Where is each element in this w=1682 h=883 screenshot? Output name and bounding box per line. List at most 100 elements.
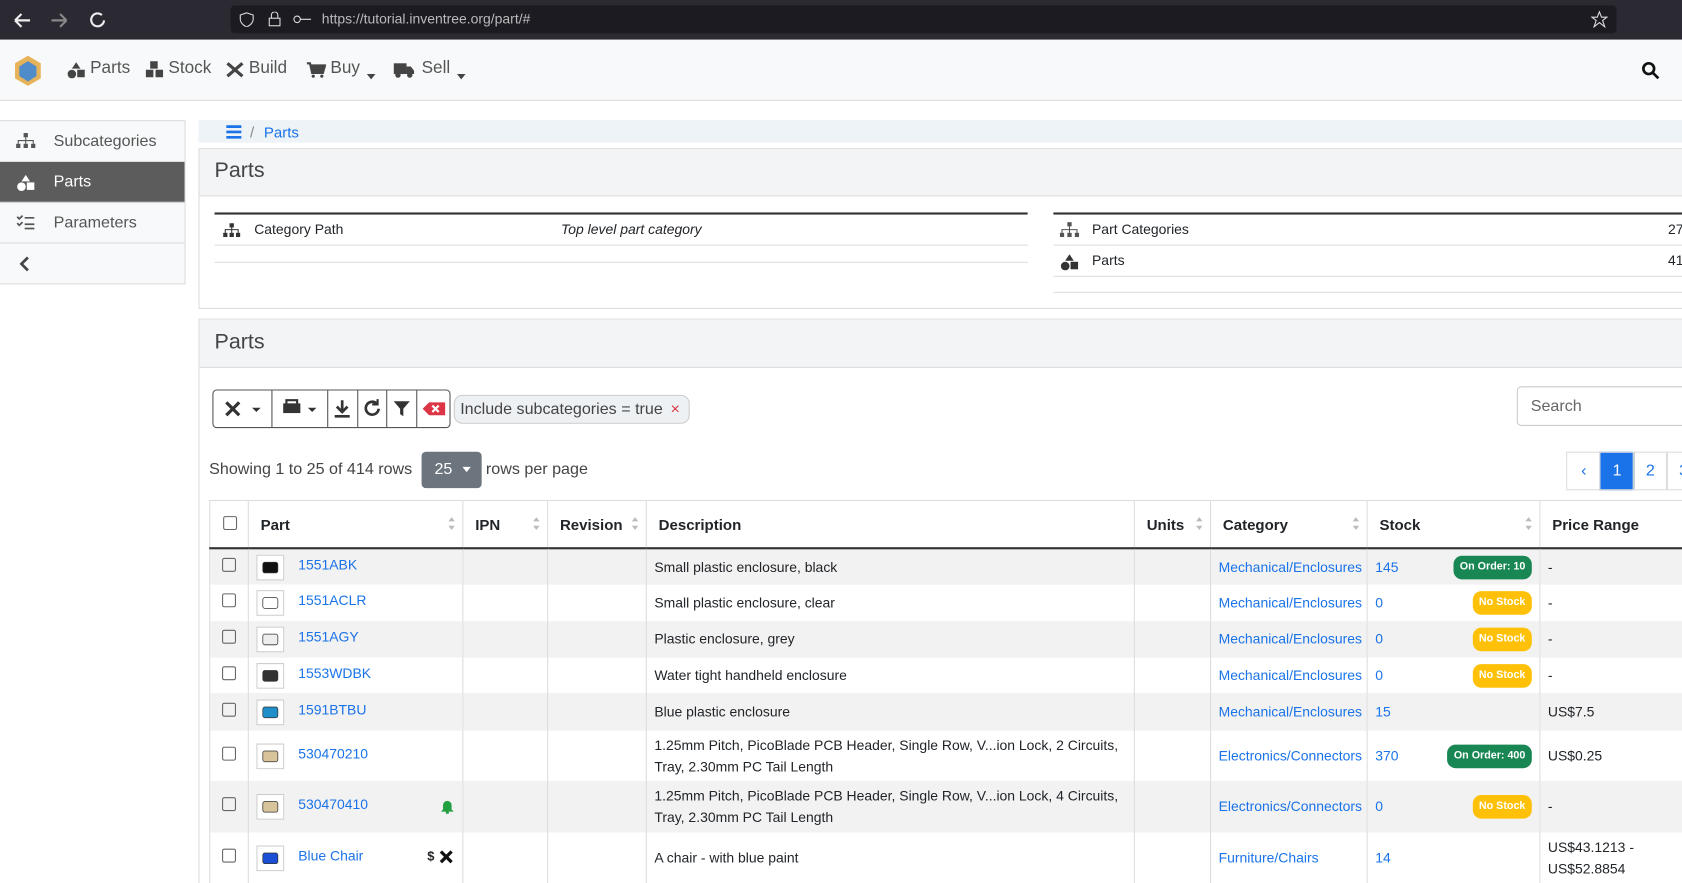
row-checkbox[interactable] bbox=[222, 746, 236, 761]
refresh-button[interactable] bbox=[358, 390, 388, 428]
stock-link[interactable]: 0 bbox=[1375, 594, 1383, 611]
stock-link[interactable]: 14 bbox=[1375, 849, 1391, 866]
category-link[interactable]: Electronics/Connectors bbox=[1218, 747, 1362, 764]
stock-badge: On Order: 400 bbox=[1447, 744, 1532, 768]
print-button[interactable] bbox=[272, 390, 329, 428]
menu-icon[interactable] bbox=[225, 124, 242, 139]
stock-link[interactable]: 370 bbox=[1375, 747, 1399, 764]
url-bar[interactable]: https://tutorial.inventree.org/part/# bbox=[230, 5, 1617, 34]
sidebar-collapse[interactable] bbox=[0, 244, 185, 284]
column-header[interactable]: Price Range bbox=[1539, 499, 1682, 550]
options-button[interactable] bbox=[213, 390, 273, 428]
download-button[interactable] bbox=[328, 390, 359, 428]
price-cell: - bbox=[1539, 781, 1682, 833]
bookmark-star[interactable] bbox=[1590, 10, 1608, 28]
stock-badge: No Stock bbox=[1472, 627, 1532, 652]
part-link[interactable]: 530470410 bbox=[298, 796, 369, 813]
search-box[interactable]: Search bbox=[1516, 386, 1682, 426]
select-cell[interactable] bbox=[209, 584, 249, 622]
part-cell: 530470210 bbox=[247, 730, 463, 782]
row-checkbox[interactable] bbox=[222, 702, 236, 717]
part-link[interactable]: 530470210 bbox=[298, 745, 369, 762]
stock-link[interactable]: 0 bbox=[1375, 798, 1383, 815]
stock-cell: 15 bbox=[1366, 693, 1540, 731]
category-link[interactable]: Mechanical/Enclosures bbox=[1218, 558, 1362, 575]
stock-link[interactable]: 0 bbox=[1375, 666, 1383, 683]
page-button[interactable]: 3 bbox=[1665, 451, 1682, 491]
select-cell[interactable] bbox=[209, 730, 249, 782]
category-path-row: Category Path Top level part category bbox=[214, 215, 1028, 246]
category-link[interactable]: Mechanical/Enclosures bbox=[1218, 630, 1362, 647]
column-header[interactable]: Part bbox=[247, 499, 463, 550]
select-all[interactable] bbox=[209, 499, 249, 550]
filter-chip[interactable]: Include subcategories = true × bbox=[453, 394, 690, 424]
sidebar-item[interactable]: Parameters bbox=[0, 203, 185, 244]
row-checkbox[interactable] bbox=[222, 848, 236, 863]
column-header[interactable]: Revision bbox=[547, 499, 647, 550]
sidebar-icon bbox=[16, 174, 35, 191]
row-checkbox[interactable] bbox=[222, 557, 236, 572]
part-cell: 530470410 bbox=[247, 781, 463, 833]
select-cell[interactable] bbox=[209, 657, 249, 694]
stat-icon bbox=[1059, 222, 1080, 238]
sidebar-item[interactable]: Parts bbox=[0, 162, 185, 203]
nav-item[interactable]: Build bbox=[225, 59, 287, 78]
nav-item[interactable]: Sell bbox=[393, 59, 466, 80]
filter-button[interactable] bbox=[387, 390, 418, 428]
select-cell[interactable] bbox=[209, 693, 249, 731]
row-checkbox[interactable] bbox=[222, 797, 236, 812]
page-button[interactable]: 1 bbox=[1599, 451, 1635, 491]
part-link[interactable]: 1551ABK bbox=[298, 556, 358, 573]
stock-link[interactable]: 0 bbox=[1375, 630, 1383, 647]
stock-badge: No Stock bbox=[1472, 795, 1532, 819]
part-thumbnail bbox=[256, 793, 285, 820]
sidebar-item[interactable]: Subcategories bbox=[0, 121, 185, 163]
part-link[interactable]: 1551AGY bbox=[298, 628, 359, 645]
page-button[interactable]: 2 bbox=[1632, 451, 1669, 491]
nav-label: Stock bbox=[168, 59, 212, 78]
breadcrumb-link[interactable]: Parts bbox=[263, 123, 299, 141]
path-value: Top level part category bbox=[561, 221, 702, 238]
part-link[interactable]: 1553WDBK bbox=[298, 664, 372, 681]
part-link[interactable]: Blue Chair bbox=[298, 847, 364, 864]
page-size-button[interactable]: 25 bbox=[421, 451, 482, 489]
stock-link[interactable]: 15 bbox=[1375, 703, 1391, 720]
select-cell[interactable] bbox=[209, 781, 249, 833]
column-header[interactable]: Category bbox=[1210, 499, 1368, 550]
category-link[interactable]: Mechanical/Enclosures bbox=[1218, 666, 1362, 683]
filter-remove[interactable]: × bbox=[670, 400, 680, 419]
column-header[interactable]: Description bbox=[645, 499, 1135, 550]
nav-item[interactable]: Buy bbox=[306, 59, 375, 80]
select-cell[interactable] bbox=[209, 621, 249, 658]
row-checkbox[interactable] bbox=[222, 593, 236, 608]
clear-filter-button[interactable] bbox=[417, 391, 449, 427]
row-checkbox[interactable] bbox=[222, 629, 236, 644]
select-cell[interactable] bbox=[209, 832, 249, 883]
nav-item[interactable]: Stock bbox=[145, 59, 212, 78]
page-size: 25 bbox=[434, 460, 453, 479]
search-icon[interactable] bbox=[1641, 61, 1660, 80]
nav-item[interactable]: Parts bbox=[67, 59, 130, 79]
part-link[interactable]: 1551ACLR bbox=[298, 592, 367, 609]
sidebar: Subcategories Parts Parameters bbox=[0, 120, 186, 285]
category-panel: Parts Category Path Top level part categ… bbox=[198, 148, 1682, 309]
description-cell: Small plastic enclosure, black bbox=[645, 548, 1135, 585]
category-link[interactable]: Electronics/Connectors bbox=[1218, 798, 1362, 815]
browser-controls[interactable] bbox=[13, 10, 110, 31]
column-header[interactable]: IPN bbox=[462, 499, 548, 550]
page-button[interactable]: ‹ bbox=[1566, 451, 1602, 491]
part-thumbnail bbox=[256, 590, 285, 616]
stat-row: Part Categories 27 bbox=[1053, 215, 1682, 246]
column-header[interactable]: Stock bbox=[1366, 499, 1540, 550]
category-link[interactable]: Furniture/Chairs bbox=[1218, 849, 1319, 866]
dropdown-caret bbox=[366, 67, 376, 86]
row-checkbox[interactable] bbox=[222, 665, 236, 680]
column-header[interactable]: Units bbox=[1133, 499, 1211, 550]
logo[interactable] bbox=[13, 55, 43, 87]
select-cell[interactable] bbox=[209, 548, 249, 585]
table-row: Blue Chair $ A chair - with blue paint Furn… bbox=[209, 832, 1682, 883]
part-link[interactable]: 1591BTBU bbox=[298, 701, 367, 718]
stock-link[interactable]: 145 bbox=[1375, 558, 1399, 575]
category-link[interactable]: Mechanical/Enclosures bbox=[1218, 594, 1362, 611]
category-link[interactable]: Mechanical/Enclosures bbox=[1218, 703, 1362, 720]
